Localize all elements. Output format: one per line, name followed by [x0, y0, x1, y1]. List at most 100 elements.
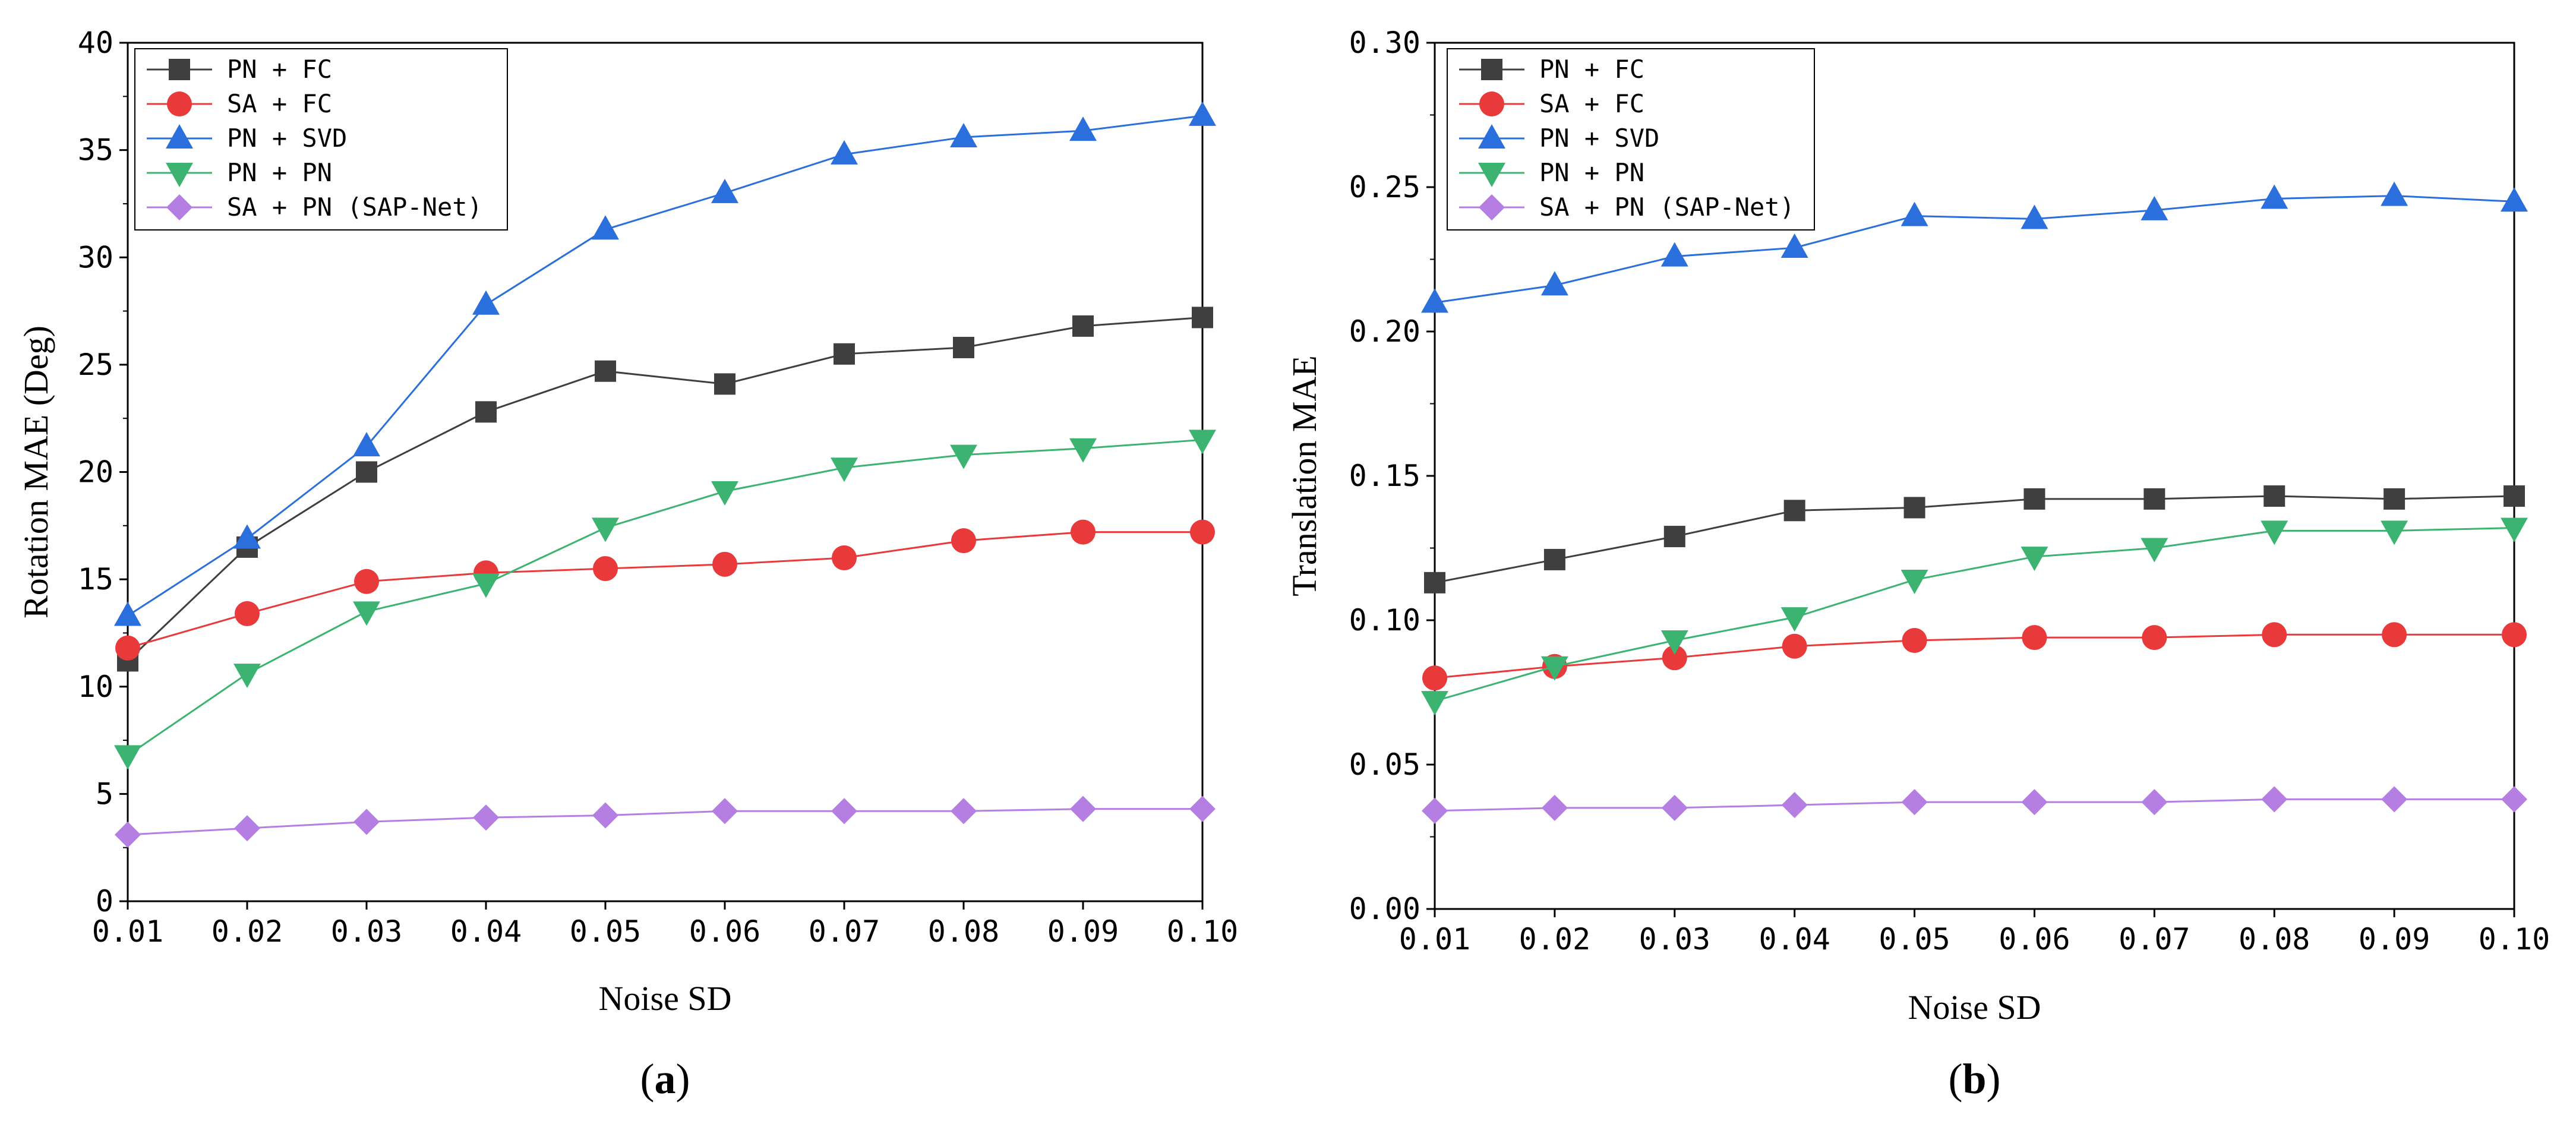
data-point — [834, 343, 855, 365]
data-point — [2023, 488, 2045, 510]
data-point — [353, 809, 380, 835]
legend-marker — [166, 194, 192, 220]
data-point — [1782, 633, 1807, 659]
data-point — [1901, 789, 1928, 816]
data-point — [1422, 665, 1447, 691]
x-tick-label: 0.06 — [689, 914, 760, 949]
data-point — [953, 336, 974, 358]
legend-marker — [1479, 194, 1505, 220]
y-tick-label: 0.20 — [1349, 314, 1420, 349]
series-line — [1434, 495, 2515, 584]
y-tick-label: 25 — [78, 348, 113, 382]
data-point — [2381, 786, 2408, 813]
data-point — [1781, 607, 1808, 632]
panel-label: (a) — [640, 1055, 690, 1103]
y-tick-label: 0.15 — [1349, 459, 1420, 493]
data-point — [2022, 625, 2047, 651]
legend-marker — [166, 124, 193, 149]
data-point — [1660, 630, 1688, 655]
x-tick-label: 0.06 — [1999, 922, 2070, 956]
data-point — [234, 815, 260, 842]
y-tick-label: 0.00 — [1349, 892, 1420, 926]
series-sa-fc — [1422, 622, 2527, 691]
legend-marker — [167, 91, 192, 116]
data-point — [1901, 569, 1928, 594]
legend-label: SA + PN (SAP-Net) — [227, 192, 482, 222]
data-point — [1071, 519, 1096, 545]
data-point — [2261, 184, 2288, 209]
data-point — [2381, 520, 2408, 545]
data-point — [950, 122, 977, 147]
data-point — [354, 569, 379, 594]
series-line — [1434, 195, 2515, 304]
data-point — [472, 290, 500, 315]
x-tick-label: 0.04 — [1759, 922, 1830, 956]
data-point — [1901, 201, 1928, 226]
data-point — [1663, 526, 1685, 548]
series-line — [1434, 798, 2514, 812]
data-point — [1540, 271, 1568, 296]
series-sa-fc — [115, 519, 1215, 661]
legend-marker — [169, 59, 190, 80]
y-tick-label: 15 — [78, 562, 113, 596]
data-point — [831, 140, 858, 165]
data-point — [951, 528, 976, 554]
data-point — [1781, 792, 1808, 819]
data-point — [714, 373, 735, 395]
data-point — [831, 798, 857, 825]
x-tick-label: 0.07 — [2119, 922, 2190, 956]
data-point — [2141, 195, 2168, 220]
data-point — [235, 601, 260, 626]
series-line — [1434, 633, 2514, 679]
data-point — [951, 798, 977, 825]
data-point — [2382, 622, 2407, 648]
x-tick-label: 0.05 — [1879, 922, 1950, 956]
legend-label: PN + SVD — [227, 124, 347, 153]
series-pn-svd — [114, 101, 1216, 626]
legend: PN + FC SA + FC PN + SVD PN + PN SA + PN (SA… — [134, 48, 508, 231]
y-tick-label: 0.25 — [1349, 170, 1420, 204]
data-point — [1189, 101, 1216, 126]
data-point — [2502, 622, 2527, 648]
data-point — [2261, 520, 2288, 545]
data-point — [473, 804, 499, 831]
legend-marker — [1479, 91, 1504, 116]
data-point — [1903, 497, 1925, 519]
y-tick-label: 40 — [78, 26, 113, 60]
x-axis-title: Noise SD — [1908, 988, 2041, 1027]
y-axis-title: Rotation MAE (Deg) — [17, 326, 55, 618]
y-tick-label: 5 — [96, 776, 113, 811]
data-point — [711, 178, 738, 203]
data-point — [1192, 307, 1213, 329]
x-tick-label: 0.09 — [1047, 914, 1119, 949]
series-line — [127, 808, 1202, 836]
series-pn-fc — [1424, 485, 2525, 594]
data-point — [233, 664, 261, 689]
x-tick-label: 0.08 — [928, 914, 999, 949]
data-point — [2021, 204, 2048, 229]
data-point — [233, 524, 261, 549]
y-tick-label: 35 — [78, 133, 113, 168]
data-point — [1189, 795, 1216, 822]
data-point — [1072, 315, 1094, 337]
x-tick-label: 0.04 — [450, 914, 522, 949]
data-point — [2141, 538, 2168, 563]
data-point — [592, 802, 618, 829]
series-line — [127, 316, 1203, 662]
panel-label: (b) — [1948, 1055, 2000, 1103]
data-point — [114, 745, 141, 770]
data-point — [1421, 288, 1448, 313]
data-point — [1421, 691, 1448, 716]
data-point — [353, 432, 380, 457]
data-point — [2501, 187, 2528, 212]
data-point — [1070, 795, 1096, 822]
data-point — [2264, 485, 2285, 507]
data-point — [356, 461, 377, 483]
legend-label: SA + FC — [227, 89, 332, 118]
legend-marker — [1478, 163, 1505, 187]
x-tick-label: 0.08 — [2239, 922, 2310, 956]
data-point — [472, 573, 500, 598]
legend-label: PN + FC — [1539, 55, 1644, 84]
series-sa-pn-sap-net — [1422, 786, 2527, 824]
